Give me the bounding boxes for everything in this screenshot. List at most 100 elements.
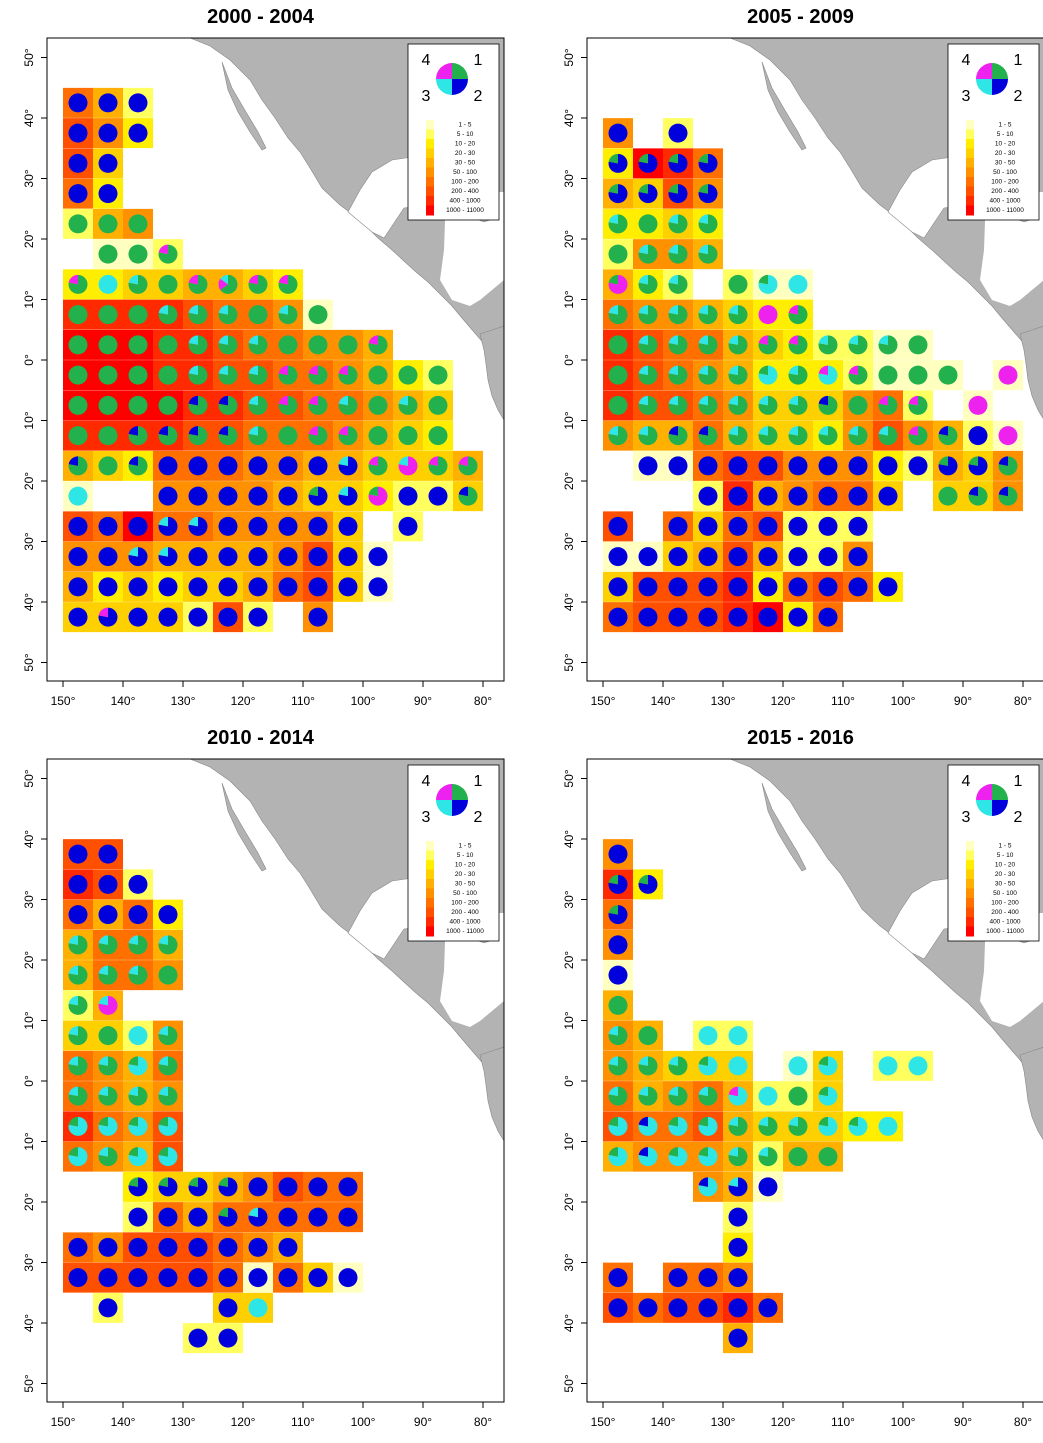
pie-slice [728, 1268, 748, 1288]
pie-chart [218, 335, 238, 355]
y-tick-label: 50° [22, 48, 36, 66]
pie-chart [68, 123, 88, 143]
pie-slice [188, 547, 208, 567]
pie-chart [848, 365, 868, 385]
pie-chart [848, 577, 868, 597]
pie-chart [908, 395, 928, 415]
pie-slice [68, 1147, 78, 1157]
pie-chart [98, 874, 118, 894]
pie-slice [698, 184, 708, 194]
legend-swatch [426, 139, 434, 149]
pie-slice [818, 607, 838, 627]
pie-chart [758, 426, 778, 446]
pie-chart [308, 456, 328, 476]
pie-slice [698, 395, 708, 406]
pie-slice [68, 1147, 88, 1167]
pie-chart [188, 274, 208, 294]
pie-chart [728, 1177, 748, 1197]
pie-slice [68, 1056, 88, 1076]
pie-slice [698, 1298, 718, 1318]
panel-title: 2000 - 2004 [207, 6, 314, 28]
pie-chart [698, 426, 718, 446]
pie-slice [608, 244, 628, 264]
pie-slice [788, 1056, 808, 1076]
pie-slice [698, 305, 708, 315]
pie-chart [368, 547, 388, 567]
pie-slice [668, 1086, 678, 1097]
pie-chart [338, 335, 358, 355]
pie-chart [128, 305, 148, 325]
pie-slice [878, 1056, 898, 1076]
pie-slice [188, 1177, 198, 1187]
pie-chart [338, 365, 358, 385]
pie-chart [698, 184, 718, 204]
pie-slice [436, 784, 452, 800]
pie-slice [308, 577, 328, 597]
pie-chart [158, 1268, 178, 1288]
pie-chart [128, 1116, 148, 1136]
pie-slice [308, 395, 318, 406]
pie-chart [68, 1116, 88, 1136]
pie-slice [818, 426, 828, 436]
pie-chart [758, 1298, 778, 1318]
pie-slice [758, 577, 778, 597]
pie-chart [248, 607, 268, 627]
pie-slice [128, 456, 138, 466]
legend-bin-label: 400 - 1000 [449, 198, 480, 205]
pie-chart [638, 1147, 658, 1167]
pie-slice [968, 426, 988, 446]
pie-slice [818, 456, 838, 476]
y-tick-label: 20° [22, 951, 36, 969]
pie-chart [758, 1116, 778, 1136]
legend-bin-label: 400 - 1000 [989, 198, 1020, 205]
pie-slice [788, 305, 798, 315]
legend-swatch [966, 860, 974, 870]
legend-swatch [426, 869, 434, 880]
pie-slice [668, 607, 688, 627]
pie-chart [398, 395, 418, 415]
pie-chart [368, 486, 388, 506]
pie-chart [98, 426, 118, 446]
pie-slice [128, 516, 148, 536]
pie-slice [608, 214, 618, 224]
pie-slice [788, 486, 808, 506]
legend-bin-label: 50 - 100 [453, 169, 477, 176]
pie-slice [98, 1237, 118, 1257]
pie-slice [638, 335, 648, 345]
pie-slice [368, 365, 388, 385]
pie-slice [98, 274, 118, 294]
landmass-baja [221, 782, 267, 872]
pie-slice [878, 1116, 898, 1136]
pie-slice [128, 1116, 148, 1136]
pie-slice [68, 905, 88, 925]
pie-chart [128, 365, 148, 385]
pie-chart [608, 905, 628, 925]
pie-chart [278, 395, 298, 415]
pie-slice [998, 426, 1018, 446]
pie-chart [128, 1237, 148, 1257]
pie-slice [128, 244, 148, 264]
pie-slice [248, 577, 268, 597]
legend-bin-label: 10 - 20 [995, 862, 1016, 869]
pie-slice [698, 365, 708, 376]
pie-chart [698, 1056, 718, 1076]
legend-bin-label: 10 - 20 [995, 141, 1016, 148]
pie-chart [278, 1237, 298, 1257]
map-plot: 150° 140° 130° 120° 110° 100° 90° 80°50°40°30°2… [562, 37, 1043, 708]
pie-chart [848, 426, 868, 446]
pie-slice [218, 577, 238, 597]
x-tick-label: 80° [474, 1415, 492, 1429]
pie-chart [908, 1056, 928, 1076]
pie-slice [128, 1026, 148, 1046]
legend-bin-label: 200 - 400 [991, 909, 1019, 916]
pie-chart [608, 365, 628, 385]
pie-slice [638, 1086, 648, 1097]
pie-slice [308, 516, 328, 536]
pie-slice [638, 1298, 658, 1318]
legend-quadrant-label: 3 [422, 809, 431, 826]
pie-slice [308, 365, 318, 376]
pie-chart [608, 426, 628, 446]
pie-chart [878, 395, 898, 415]
legend: 1 2 3 4 1 - 5 5 - 10 10 - 20 20 - 30 30 - 50 50 -… [407, 43, 500, 221]
legend-bin-label: 1 - 5 [458, 843, 471, 850]
